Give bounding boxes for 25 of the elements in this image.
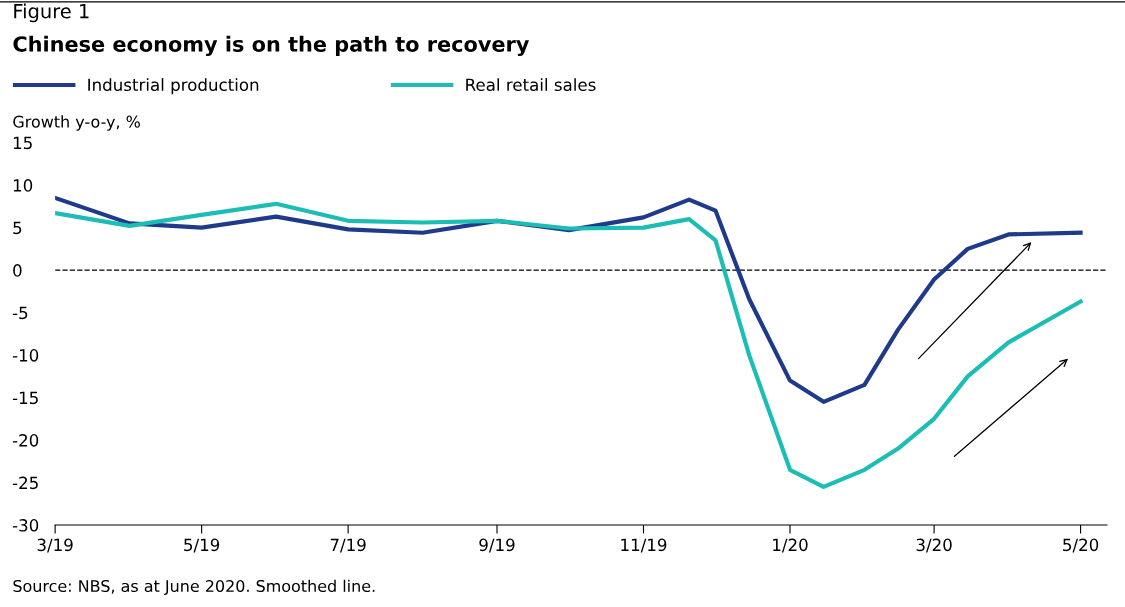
y-tick-label: 0 (13, 264, 22, 277)
chart-subtitle: Figure 1 (14, 3, 89, 23)
line-series (55, 201, 1083, 489)
x-tick-label: 5/19 (184, 538, 220, 553)
legend-label: Industrial production (88, 78, 259, 95)
x-tick-label: 5/20 (1063, 538, 1099, 553)
y-tick-label: 10 (13, 179, 33, 192)
y-tick-label: -15 (12, 391, 38, 405)
x-tick-label: 7/19 (330, 538, 366, 553)
x-tick-label: 3/19 (37, 538, 73, 553)
x-tick-label: 11/19 (621, 538, 667, 553)
x-tick-label: 3/20 (916, 538, 952, 553)
y-axis-title: Growth y-o-y, % (13, 115, 140, 131)
source-note: Source: NBS, as at June 2020. Smoothed line. (13, 579, 375, 596)
y-tick-label: -25 (12, 476, 38, 490)
y-tick-label: 5 (13, 221, 22, 235)
y-tick-label: 15 (13, 136, 32, 150)
y-tick-label: -10 (12, 349, 39, 362)
legend-label: Real retail sales (466, 78, 596, 92)
chart-title: Chinese economy is on the path to recovery (13, 35, 530, 57)
x-tick-label: 1/20 (773, 538, 808, 553)
x-tick-label: 9/19 (479, 538, 515, 553)
y-tick-label: -30 (12, 519, 39, 532)
y-tick-label: -5 (12, 306, 28, 320)
y-tick-label: -20 (12, 434, 39, 447)
